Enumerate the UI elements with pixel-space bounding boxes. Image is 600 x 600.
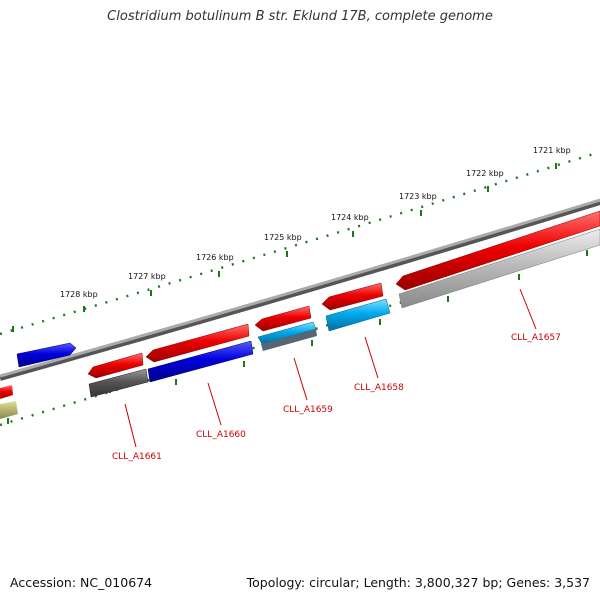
gene-label-cll-a1660: CLL_A1660 [196, 430, 246, 440]
tick-label-1724: 1724 kbp [331, 213, 369, 222]
tick-label-1723: 1723 kbp [399, 192, 437, 201]
tick-label-1721: 1721 kbp [533, 146, 571, 155]
tick-label-1722: 1722 kbp [466, 169, 504, 178]
gene-olive-left-edge[interactable] [0, 401, 18, 419]
tick-label-1727: 1727 kbp [128, 272, 166, 281]
backbone-shadow [0, 199, 600, 381]
gene-red-2[interactable] [145, 323, 250, 363]
gene-label-cll-a1658: CLL_A1658 [354, 383, 404, 393]
tick-label-1726: 1726 kbp [196, 253, 234, 262]
outer-major-ticks [12, 163, 557, 332]
gene-gray-cll-a1661[interactable] [88, 368, 149, 398]
tick-label-1725: 1725 kbp [264, 233, 302, 242]
map-title: Clostridium botulinum B str. Eklund 17B,… [107, 9, 493, 24]
gene-blue-cll-a1660[interactable] [147, 340, 254, 383]
gene-label-cll-a1661: CLL_A1661 [112, 452, 162, 462]
gene-red-4[interactable] [321, 282, 384, 311]
gene-red-5[interactable] [395, 210, 600, 291]
backbone [0, 198, 600, 378]
accession-text: Accession: NC_010674 [10, 575, 153, 590]
gene-lightgray-cll-a1657[interactable] [398, 228, 600, 309]
tick-label-1728: 1728 kbp [60, 290, 98, 299]
gene-label-cll-a1659: CLL_A1659 [283, 405, 333, 415]
leader-lines [124, 288, 537, 448]
gene-cyan-cll-a1658[interactable] [325, 298, 391, 332]
gene-red-3[interactable] [254, 305, 312, 332]
gene-label-cll-a1657: CLL_A1657 [511, 333, 561, 343]
genome-summary-text: Topology: circular; Length: 3,800,327 bp… [246, 575, 590, 590]
gene-red-1[interactable] [87, 352, 144, 379]
gene-slate-cll-a1659-b[interactable] [261, 329, 317, 351]
gene-red-left-edge[interactable] [0, 385, 13, 399]
gene-blue-forward[interactable] [16, 342, 77, 368]
